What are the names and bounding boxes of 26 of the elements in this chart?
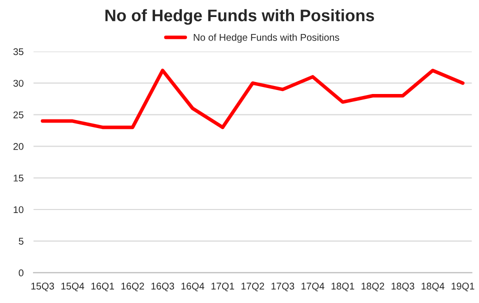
x-tick-label: 19Q1 bbox=[452, 282, 474, 292]
legend-label: No of Hedge Funds with Positions bbox=[194, 34, 340, 43]
x-tick-label: 15Q4 bbox=[61, 282, 84, 292]
x-tick-label: 17Q4 bbox=[302, 282, 324, 292]
x-tick-label: 16Q3 bbox=[151, 282, 174, 292]
y-tick-label: 15 bbox=[14, 174, 24, 182]
x-tick-label: 16Q1 bbox=[91, 282, 114, 292]
x-tick-label: 17Q3 bbox=[272, 282, 294, 292]
y-tick-label: 5 bbox=[18, 238, 24, 245]
x-tick-label: 18Q1 bbox=[332, 282, 354, 292]
line-series bbox=[40, 68, 465, 130]
y-tick-label: 10 bbox=[14, 206, 24, 214]
y-tick-label: 30 bbox=[13, 80, 24, 87]
x-tick-label: 17Q2 bbox=[242, 282, 264, 292]
y-tick-label: 20 bbox=[13, 143, 24, 150]
x-tick-label: 16Q2 bbox=[121, 282, 144, 292]
y-tick-label: 35 bbox=[13, 48, 24, 56]
x-tick-label: 15Q3 bbox=[31, 282, 54, 292]
y-tick-label: 25 bbox=[13, 111, 24, 118]
x-tick-label: 18Q2 bbox=[362, 282, 384, 292]
x-tick-label: 18Q3 bbox=[392, 282, 414, 292]
x-tick-label: 18Q4 bbox=[422, 282, 444, 292]
chart-title: No of Hedge Funds with Positions bbox=[105, 9, 374, 25]
y-tick-label: 0 bbox=[18, 269, 24, 276]
x-tick-label: 17Q1 bbox=[212, 282, 234, 292]
x-tick-label: 16Q4 bbox=[181, 282, 204, 292]
